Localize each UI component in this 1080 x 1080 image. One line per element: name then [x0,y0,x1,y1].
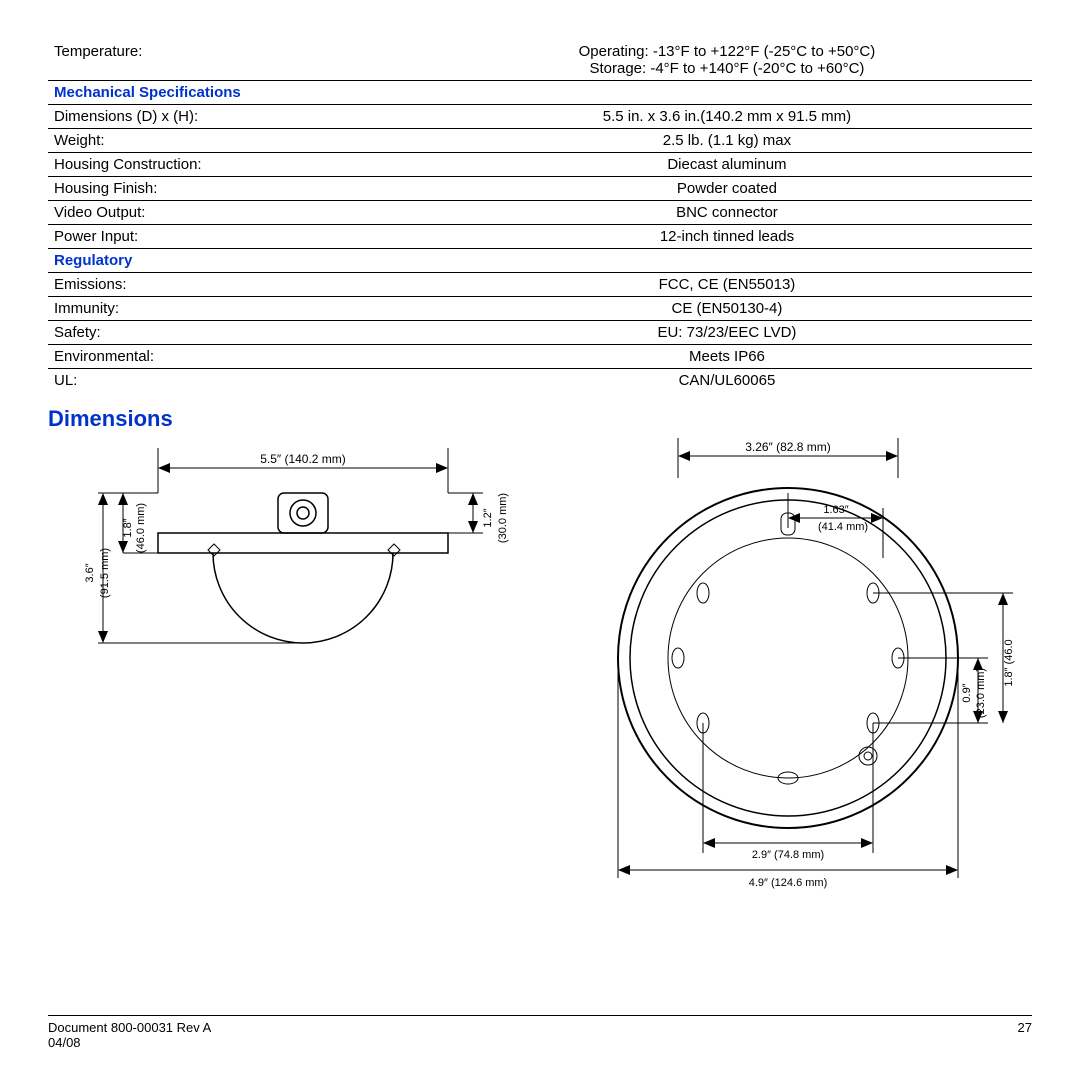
power-input-label: Power Input: [48,225,422,249]
top-dim: 3.26″ (82.8 mm) [745,440,831,454]
bottom-dim1: 2.9″ (74.8 mm) [752,849,824,861]
inner-dim: 1.63″ [823,504,848,516]
diagram-row: 5.5″ (140.2 mm) 1.2″ (30.0 mm) [48,438,1032,902]
side-h2: 1.8″ [122,518,134,537]
inner-dim-b: (41.4 mm) [818,521,868,533]
housing-finish-label: Housing Finish: [48,177,422,201]
footer-left: Document 800-00031 Rev A 04/08 [48,1020,211,1050]
dimensions-label: Dimensions (D) x (H): [48,105,422,129]
immunity-value: CE (EN50130-4) [422,297,1032,321]
housing-const-value: Diecast aluminum [422,153,1032,177]
side-width-dim: 5.5″ (140.2 mm) [260,452,346,466]
ul-label: UL: [48,369,422,393]
footer: Document 800-00031 Rev A 04/08 27 [48,1015,1032,1050]
housing-const-label: Housing Construction: [48,153,422,177]
temperature-value: Operating: -13°F to +122°F (-25°C to +50… [422,40,1032,81]
spec-table: Temperature: Operating: -13°F to +122°F … [48,40,1032,392]
housing-finish-value: Powder coated [422,177,1032,201]
footer-doc: Document 800-00031 Rev A [48,1020,211,1035]
emissions-value: FCC, CE (EN55013) [422,273,1032,297]
environmental-label: Environmental: [48,345,422,369]
environmental-value: Meets IP66 [422,345,1032,369]
side-dim1: 0.9″ [961,683,973,702]
side-view-diagram: 5.5″ (140.2 mm) 1.2″ (30.0 mm) [48,438,548,742]
dimensions-heading: Dimensions [48,406,1032,432]
mechanical-heading: Mechanical Specifications [48,81,1032,105]
side-dim1b: (23.0 mm) [975,668,987,718]
weight-value: 2.5 lb. (1.1 kg) max [422,129,1032,153]
side-small-dim-b: (30.0 mm) [497,493,509,543]
top-view-diagram: 3.26″ (82.8 mm) 1.63″ (41.4 mm) [558,438,1038,902]
ul-value: CAN/UL60065 [422,369,1032,393]
emissions-label: Emissions: [48,273,422,297]
footer-date: 04/08 [48,1035,81,1050]
power-input-value: 12-inch tinned leads [422,225,1032,249]
regulatory-heading: Regulatory [48,249,1032,273]
footer-page: 27 [1018,1020,1032,1050]
side-h2b: (46.0 mm) [135,503,147,553]
video-output-label: Video Output: [48,201,422,225]
safety-label: Safety: [48,321,422,345]
weight-label: Weight: [48,129,422,153]
side-h1: 3.6″ [84,563,96,582]
side-small-dim: 1.2″ [482,508,494,527]
immunity-label: Immunity: [48,297,422,321]
temperature-label: Temperature: [48,40,422,81]
side-h1b: (91.5 mm) [99,548,111,598]
dimensions-value: 5.5 in. x 3.6 in.(140.2 mm x 91.5 mm) [422,105,1032,129]
video-output-value: BNC connector [422,201,1032,225]
safety-value: EU: 73/23/EEC LVD) [422,321,1032,345]
temperature-storage: Storage: -4°F to +140°F (-20°C to +60°C) [589,60,864,77]
bottom-dim2: 4.9″ (124.6 mm) [749,877,827,889]
side-dim2: 1.8″ (46.0 [1003,639,1015,686]
temperature-operating: Operating: -13°F to +122°F (-25°C to +50… [579,43,876,60]
